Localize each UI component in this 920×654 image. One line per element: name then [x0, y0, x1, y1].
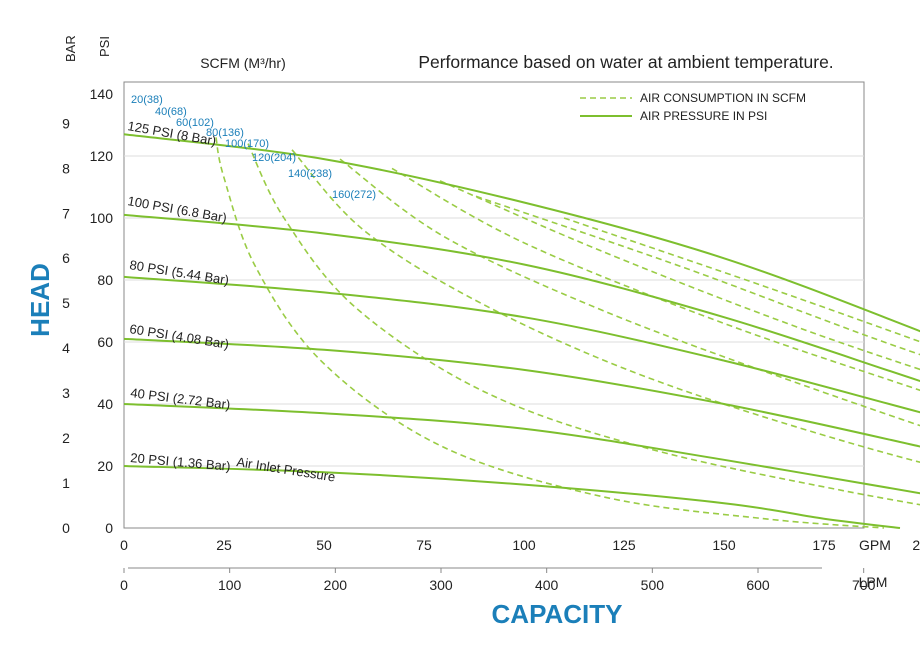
bar-tick-label: 5 — [62, 295, 70, 311]
psi-tick-label: 20 — [97, 458, 113, 474]
psi-tick-label: 100 — [90, 210, 114, 226]
air-curve-label: 20(38) — [131, 94, 163, 106]
air-curve-label: 120(204) — [252, 152, 296, 164]
x-axis-title: CAPACITY — [492, 599, 623, 629]
pressure-curve-80 PSI (5.44 Bar) — [123, 275, 920, 414]
lpm-tick-label: 400 — [535, 577, 559, 593]
grid-lines — [124, 155, 864, 467]
gpm-tick-label: 200 — [912, 537, 920, 553]
gpm-tick-label: 0 — [120, 537, 128, 553]
air-curve-20(38) — [215, 137, 885, 529]
gpm-tick-label: 25 — [216, 537, 232, 553]
pressure-curve-20 PSI (1.36 Bar) — [123, 465, 901, 529]
y-axis-title: HEAD — [25, 263, 55, 337]
pressure-curve-125 PSI (8 Bar) — [123, 133, 920, 333]
lpm-tick-label: 0 — [120, 577, 128, 593]
bar-tick-label: 4 — [62, 340, 70, 356]
air-curve-label: 80(136) — [206, 127, 244, 139]
bar-unit-label: BAR — [63, 35, 78, 62]
pressure-curve-60 PSI (4.08 Bar) — [123, 337, 920, 448]
air-curve-40(68) — [247, 143, 920, 506]
lpm-tick-label: 600 — [746, 577, 770, 593]
gpm-axis: 0255075100125150175200225250275300325350 — [120, 537, 920, 553]
air-curve-140(238) — [475, 195, 920, 356]
pressure-curve-label: 60 PSI (4.08 Bar) — [129, 321, 231, 352]
air-consumption-labels: 20(38)40(68)60(102)80(136)100(170) 120(20… — [131, 94, 376, 201]
lpm-tick-label: 700 — [852, 577, 876, 593]
plot-frame — [123, 81, 865, 529]
air-curve-label: 160(272) — [332, 189, 376, 201]
pressure-curve-label: 40 PSI (2.72 Bar) — [130, 385, 232, 412]
psi-axis: 0 20 40 60 80 100 120 140 — [90, 86, 114, 536]
pressure-curve-40 PSI (2.72 Bar) — [123, 403, 920, 495]
air-curve-label: 40(68) — [155, 106, 187, 118]
air-curve-label: 60(102) — [176, 117, 214, 129]
top-axis-label: SCFM (M³/hr) — [200, 55, 286, 71]
air-pressure-series — [123, 133, 920, 529]
psi-tick-label: 60 — [97, 334, 113, 350]
gpm-tick-label: 75 — [416, 537, 432, 553]
lpm-tick-label: 300 — [429, 577, 453, 593]
psi-tick-label: 140 — [90, 86, 114, 102]
air-curve-100(170) — [391, 167, 920, 392]
bar-tick-label: 0 — [62, 520, 70, 536]
pressure-curve-100 PSI (6.8 Bar) — [123, 213, 920, 383]
legend: AIR CONSUMPTION IN SCFM AIR PRESSURE IN … — [580, 91, 806, 123]
gpm-tick-label: 125 — [612, 537, 636, 553]
chart-title: Performance based on water at ambient te… — [418, 52, 833, 72]
bar-tick-label: 3 — [62, 385, 70, 401]
pressure-curve-label: 20 PSI (1.36 Bar) — [130, 450, 231, 474]
air-curve-80(136) — [339, 158, 920, 427]
bar-tick-label: 1 — [62, 475, 70, 491]
gpm-tick-label: 100 — [512, 537, 536, 553]
psi-unit-label: PSI — [97, 36, 112, 57]
psi-tick-label: 80 — [97, 272, 113, 288]
legend-air-consumption: AIR CONSUMPTION IN SCFM — [640, 91, 806, 105]
gpm-tick-label: 50 — [316, 537, 332, 553]
lpm-tick-label: 200 — [324, 577, 348, 593]
bar-tick-label: 6 — [62, 250, 70, 266]
bar-tick-label: 8 — [62, 160, 70, 176]
lpm-tick-label: 100 — [218, 577, 242, 593]
pressure-curve-label: 100 PSI (6.8 Bar) — [126, 193, 228, 225]
air-inlet-pressure-label: Air Inlet Pressure — [236, 454, 337, 484]
lpm-axis: 01002003004005006007008009001,0001,1001,… — [120, 567, 876, 593]
air-curve-120(204) — [439, 180, 920, 371]
gpm-tick-label: 150 — [712, 537, 736, 553]
lpm-tick-label: 500 — [641, 577, 665, 593]
air-curve-label: 140(238) — [288, 168, 332, 180]
psi-tick-label: 40 — [97, 396, 113, 412]
gpm-tick-label: 175 — [812, 537, 836, 553]
lpm-unit-label: LPM — [859, 574, 888, 590]
gpm-unit-label: GPM — [859, 537, 891, 553]
psi-tick-label: 120 — [90, 148, 114, 164]
bar-tick-label: 9 — [62, 115, 70, 131]
bar-tick-label: 7 — [62, 205, 70, 221]
legend-air-pressure: AIR PRESSURE IN PSI — [640, 109, 767, 123]
bar-tick-label: 2 — [62, 430, 70, 446]
air-curve-label: 100(170) — [225, 138, 269, 150]
bar-axis: 0 1 2 3 4 5 6 7 8 9 — [62, 115, 70, 536]
air-consumption-series — [215, 137, 920, 529]
psi-tick-label: 0 — [105, 520, 113, 536]
air-curve-60(102) — [291, 149, 920, 464]
pressure-curve-label: 80 PSI (5.44 Bar) — [129, 257, 231, 288]
